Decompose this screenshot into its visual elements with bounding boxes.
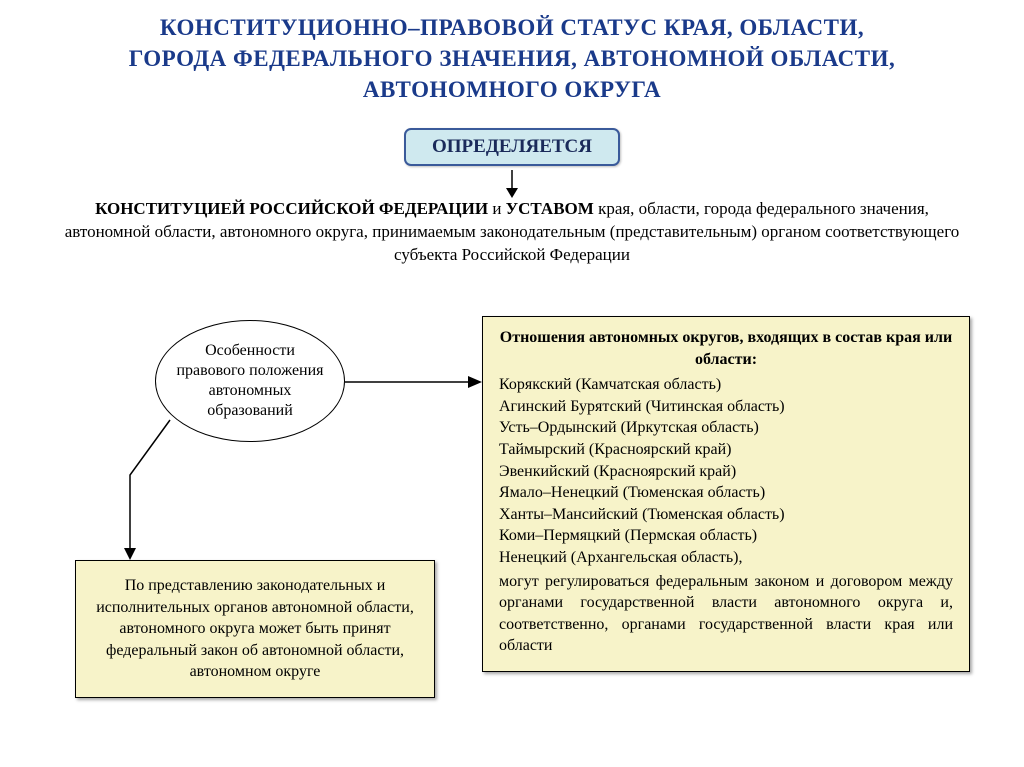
list-item: Эвенкийский (Красноярский край) (499, 461, 953, 483)
right-box-header: Отношения автономных округов, входящих в… (499, 327, 953, 370)
bold-text: КОНСТИТУЦИЕЙ РОССИЙСКОЙ ФЕДЕРАЦИИ (95, 199, 488, 218)
right-box-footer: могут регулироваться федеральным законом… (499, 571, 953, 657)
list-item: Усть–Ордынский (Иркутская область) (499, 417, 953, 439)
list-item: Ханты–Мансийский (Тюменская область) (499, 504, 953, 526)
list-item: Ямало–Ненецкий (Тюменская область) (499, 482, 953, 504)
list-item: Таймырский (Красноярский край) (499, 439, 953, 461)
ellipse-label: Особенности правового положения автономн… (170, 341, 330, 421)
main-title: КОНСТИТУЦИОННО–ПРАВОВОЙ СТАТУС КРАЯ, ОБЛ… (0, 0, 1024, 105)
defined-label: ОПРЕДЕЛЯЕТСЯ (432, 136, 592, 157)
plain-text: и (488, 199, 506, 218)
definition-paragraph: КОНСТИТУЦИЕЙ РОССИЙСКОЙ ФЕДЕРАЦИИ и УСТА… (0, 198, 1024, 267)
title-line: ГОРОДА ФЕДЕРАЛЬНОГО ЗНАЧЕНИЯ, АВТОНОМНОЙ… (40, 43, 984, 74)
list-item: Агинский Бурятский (Читинская область) (499, 396, 953, 418)
title-line: АВТОНОМНОГО ОКРУГА (40, 74, 984, 105)
connector-ellipse-to-leftbox (110, 420, 290, 570)
list-item: Корякский (Камчатская область) (499, 374, 953, 396)
defined-box: ОПРЕДЕЛЯЕТСЯ (404, 128, 620, 166)
arrow-down-icon (502, 170, 522, 200)
right-info-box: Отношения автономных округов, входящих в… (482, 316, 970, 672)
left-box-text: По представлению законодательных и испол… (96, 577, 414, 680)
title-line: КОНСТИТУЦИОННО–ПРАВОВОЙ СТАТУС КРАЯ, ОБЛ… (40, 12, 984, 43)
list-item: Ненецкий (Архангельская область), (499, 547, 953, 569)
bold-text: УСТАВОМ (506, 199, 594, 218)
left-info-box: По представлению законодательных и испол… (75, 560, 435, 698)
list-item: Коми–Пермяцкий (Пермская область) (499, 525, 953, 547)
connector-ellipse-to-rightbox (345, 372, 490, 392)
